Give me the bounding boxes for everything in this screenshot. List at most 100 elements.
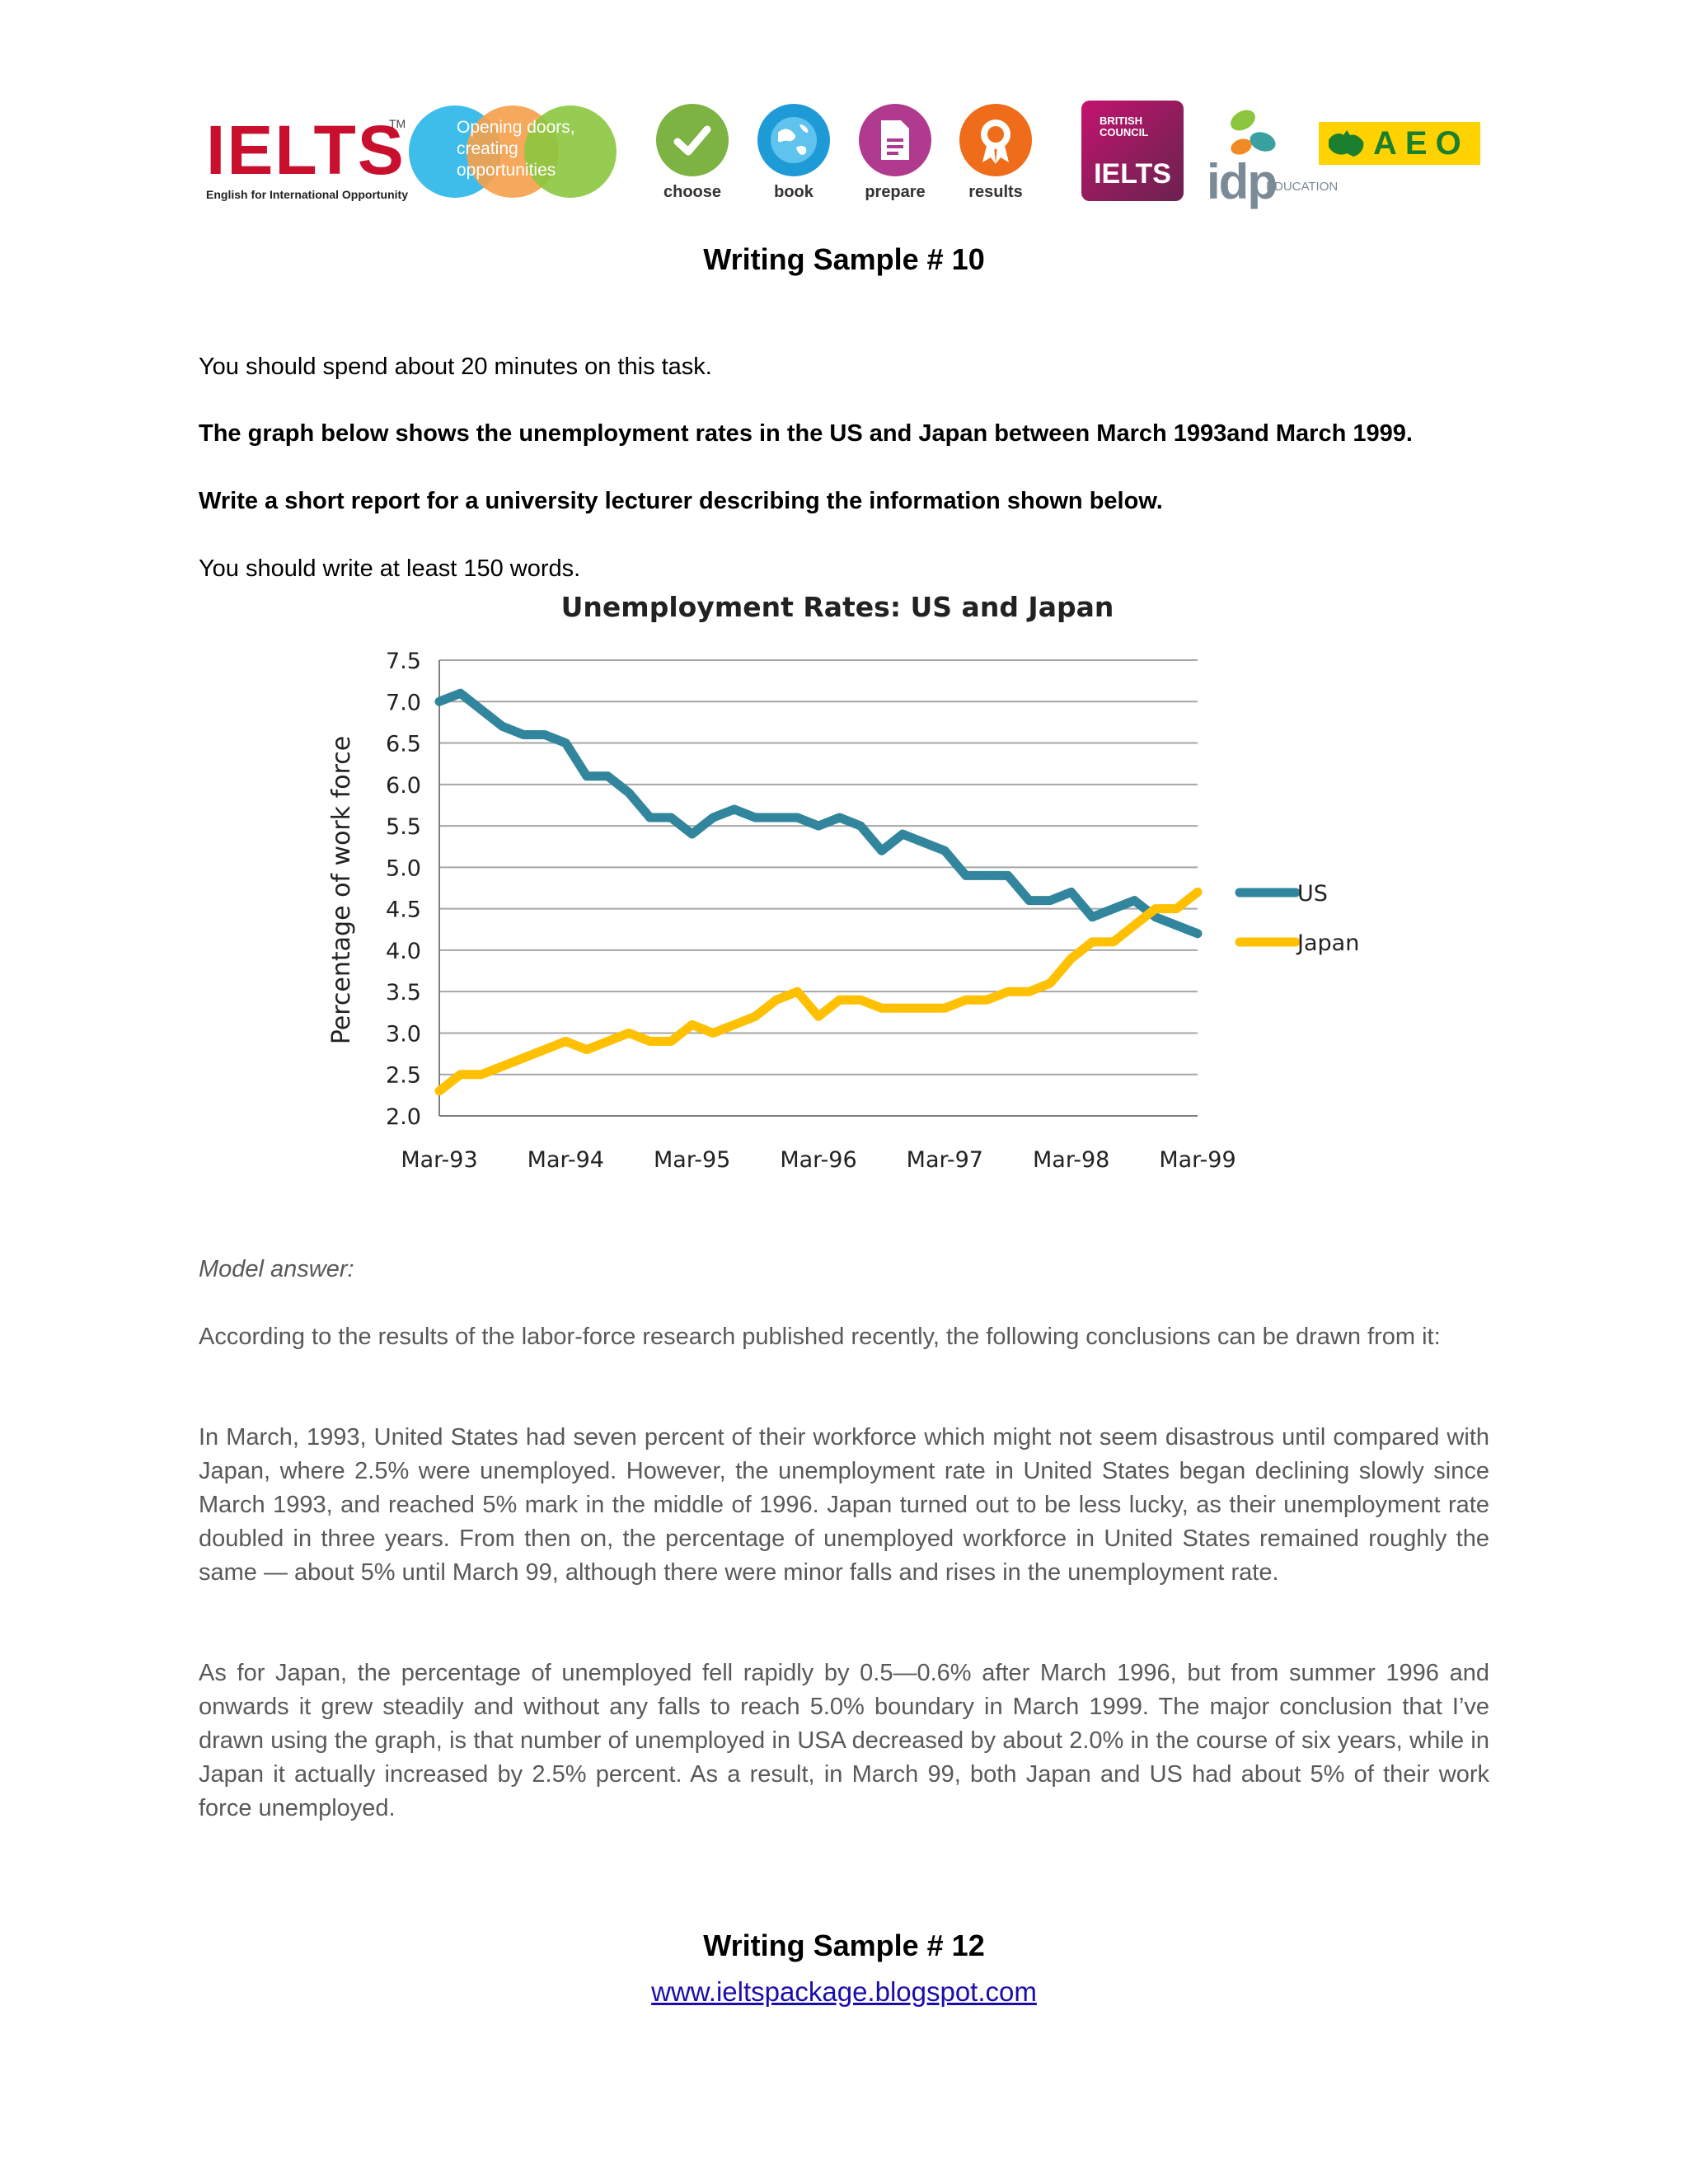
data-point-japan (522, 1057, 525, 1060)
task-description: The graph below shows the unemployment r… (199, 420, 1413, 447)
data-point-japan (585, 1048, 588, 1052)
data-point-japan (795, 990, 799, 993)
data-point-japan (753, 1015, 757, 1018)
step-prepare: prepare (854, 104, 936, 202)
data-point-japan (901, 1006, 904, 1010)
document-icon (859, 104, 931, 176)
y-tick-label: 5.5 (386, 814, 421, 840)
model-answer-label: Model answer: (199, 1256, 354, 1282)
aeo-logo: AEO (1319, 122, 1480, 165)
aeo-letters: AEO (1373, 125, 1470, 162)
data-point-us (880, 849, 884, 852)
ielts-logo-word: IELTS (206, 111, 406, 189)
step-results: results (954, 104, 1037, 202)
y-tick-label: 7.5 (386, 649, 421, 674)
data-point-japan (1175, 907, 1178, 911)
australia-map-icon (1329, 130, 1364, 157)
data-point-us (1028, 899, 1031, 902)
next-sample-title: Writing Sample # 12 (703, 1929, 985, 1962)
award-ribbon-icon (959, 104, 1032, 176)
chart-y-ticks: 7.5 7.0 6.5 6.0 5.5 5.0 4.5 4.0 3.5 3.0 2.5 2.0 (386, 649, 421, 1130)
data-point-japan (838, 998, 842, 1001)
ielts-tagline: English for International Opportunity (206, 188, 408, 201)
data-point-us (795, 816, 799, 819)
data-point-us (859, 824, 862, 827)
step-choose: choose (651, 104, 734, 202)
globe-icon (757, 104, 830, 176)
data-point-us (669, 816, 673, 819)
data-point-us (964, 874, 968, 877)
y-tick-label: 3.0 (386, 1021, 421, 1047)
data-point-japan (627, 1031, 631, 1034)
chart-legend: US Japan (1235, 881, 1359, 956)
data-point-japan (711, 1031, 715, 1034)
data-point-japan (1006, 990, 1010, 993)
word-requirement: You should write at least 150 words. (199, 555, 581, 582)
answer-paragraph-2: In March, 1993, United States had seven … (199, 1424, 1489, 1586)
data-point-us (817, 824, 820, 827)
chart-series (434, 688, 1203, 1096)
y-tick-label: 5.0 (386, 855, 421, 881)
data-point-us (438, 700, 441, 703)
data-point-japan (922, 1006, 926, 1010)
idp-education-text: EDUCATION (1266, 180, 1339, 194)
data-point-japan (1196, 891, 1199, 894)
x-tick-label: Mar-95 (654, 1147, 730, 1173)
data-point-japan (669, 1040, 673, 1043)
ielts-logo: IELTS TM English for International Oppor… (206, 115, 408, 201)
chart-title: Unemployment Rates: US and Japan (561, 591, 1114, 623)
y-tick-label: 3.5 (386, 980, 421, 1005)
y-tick-label: 2.5 (386, 1063, 421, 1089)
data-point-japan (649, 1040, 652, 1043)
data-point-japan (880, 1006, 884, 1010)
data-point-us (775, 816, 778, 819)
opportunities-circles-logo: Opening doors, creating opportunities (409, 105, 619, 198)
step-label: prepare (865, 183, 926, 201)
data-point-japan (943, 1006, 946, 1010)
circles-tagline: Opening doors, creating opportunities (457, 118, 575, 180)
data-point-us (901, 832, 904, 836)
data-point-japan (438, 1090, 441, 1093)
y-tick-label: 7.0 (386, 690, 421, 715)
data-point-us (711, 816, 715, 819)
blog-link[interactable]: www.ieltspackage.blogspot.com (651, 1976, 1037, 2007)
british-council-ielts-logo: BRITISH COUNCIL IELTS (1081, 101, 1184, 201)
data-point-us (522, 733, 525, 736)
data-point-us (1090, 916, 1094, 919)
data-point-japan (859, 998, 862, 1001)
x-tick-label: Mar-96 (780, 1147, 856, 1173)
data-point-us (1070, 891, 1073, 894)
data-point-us (753, 816, 757, 819)
data-point-us (585, 775, 588, 778)
data-point-japan (1028, 990, 1031, 993)
y-tick-label: 4.0 (386, 939, 421, 964)
unemployment-line-chart: Unemployment Rates: US and Japan Percent… (327, 591, 1359, 1173)
data-point-japan (733, 1023, 736, 1026)
data-point-us (985, 874, 988, 877)
data-point-us (733, 808, 736, 811)
data-point-japan (1132, 924, 1136, 927)
legend-label-japan: Japan (1296, 930, 1359, 956)
data-point-japan (543, 1048, 546, 1052)
task-prompt: Write a short report for a university le… (199, 488, 1163, 514)
logo-banner: IELTS TM English for International Oppor… (0, 0, 1688, 214)
checkmark-icon (656, 104, 729, 176)
series-line-us (434, 688, 1203, 939)
data-point-us (1154, 916, 1157, 919)
data-point-us (922, 841, 926, 844)
step-label: book (774, 183, 814, 201)
data-point-us (1048, 899, 1052, 902)
answer-paragraph-1: According to the results of the labor-fo… (199, 1324, 1441, 1350)
data-point-japan (1154, 907, 1157, 911)
data-point-us (649, 816, 652, 819)
data-point-us (1006, 874, 1010, 877)
data-point-us (627, 791, 631, 794)
data-point-us (1196, 932, 1199, 935)
chart-x-ticks: Mar-93 Mar-94 Mar-95 Mar-96 Mar-97 Mar-98 Mar-… (401, 1147, 1236, 1173)
british-council-ielts-text: IELTS (1094, 158, 1171, 190)
data-point-japan (459, 1073, 462, 1076)
data-point-japan (775, 998, 778, 1001)
data-point-us (1175, 924, 1178, 927)
data-point-japan (691, 1023, 694, 1026)
data-point-japan (1090, 940, 1094, 944)
